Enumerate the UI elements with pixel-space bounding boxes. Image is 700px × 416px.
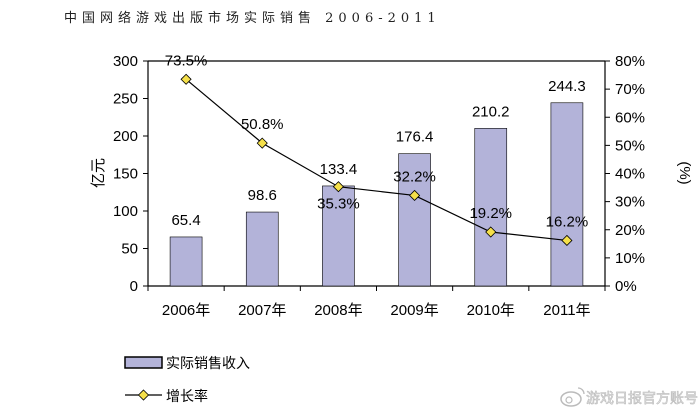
watermark-text: 游戏日报官方账号	[586, 391, 698, 407]
bar-value-label: 98.6	[248, 187, 277, 204]
legend-diamond-icon	[137, 389, 150, 401]
growth-value-label: 32.2%	[393, 168, 436, 185]
y2-tick-label: 0%	[615, 278, 637, 295]
bar	[398, 153, 431, 287]
bar-value-label: 133.4	[320, 161, 358, 178]
growth-point	[256, 137, 268, 149]
x-tick-label: 2010年	[467, 302, 515, 319]
x-tick-label: 2007年	[238, 302, 286, 319]
y-tick-label: 50	[121, 241, 138, 258]
bar-value-label: 65.4	[171, 212, 200, 229]
y2-tick-label: 80%	[615, 53, 645, 70]
growth-point	[409, 189, 421, 202]
growth-value-label: 73.5%	[165, 52, 208, 69]
y2-tick-label: 50%	[615, 137, 645, 154]
x-tick-label: 2011年	[543, 302, 590, 319]
bar	[474, 128, 508, 287]
watermark: 游戏日报官方账号	[560, 387, 698, 407]
x-tick-label: 2009年	[390, 302, 438, 319]
growth-point	[485, 226, 497, 238]
growth-line	[185, 78, 567, 242]
y-axis-label: 亿元	[90, 158, 107, 188]
x-tick-label: 2008年	[314, 302, 362, 319]
y2-tick-label: 70%	[615, 81, 645, 98]
bar-value-label: 244.3	[548, 78, 586, 95]
y-tick-label: 150	[113, 166, 138, 183]
y2-tick-label: 30%	[615, 194, 645, 211]
growth-value-label: 50.8%	[241, 116, 284, 133]
growth-value-label: 35.3%	[317, 196, 360, 213]
legend: 实际销售收入 增长率	[124, 356, 250, 405]
growth-value-label: 19.2%	[469, 205, 512, 222]
chart-title: 中国网络游戏出版市场实际销售 2006-2011	[64, 10, 441, 26]
bar-value-label: 176.4	[396, 129, 434, 146]
y-tick-label: 100	[113, 203, 138, 220]
bar	[169, 236, 203, 287]
growth-point	[561, 234, 573, 247]
bar	[322, 185, 355, 287]
growth-value-label: 16.2%	[546, 213, 589, 230]
bar	[245, 211, 279, 287]
growth-point	[180, 73, 192, 85]
y-tick-label: 200	[113, 128, 138, 145]
y2-tick-label: 20%	[615, 222, 645, 239]
y2-tick-label: 10%	[615, 250, 645, 267]
y2-tick-label: 40%	[615, 166, 645, 183]
x-tick-label: 2006年	[162, 302, 210, 319]
y-tick-label: 250	[113, 91, 138, 108]
y-tick-label: 0	[130, 278, 138, 295]
weibo-icon	[560, 387, 585, 407]
y2-tick-label: 60%	[615, 109, 645, 126]
bar	[550, 102, 584, 287]
legend-bar-label: 实际销售收入	[166, 356, 250, 372]
bar-value-label: 210.2	[472, 103, 510, 120]
y2-axis-label: (%)	[676, 161, 693, 184]
legend-line-label: 增长率	[166, 388, 208, 405]
growth-point	[332, 181, 344, 193]
y-tick-label: 300	[113, 53, 138, 70]
legend-bar-swatch	[124, 356, 163, 369]
